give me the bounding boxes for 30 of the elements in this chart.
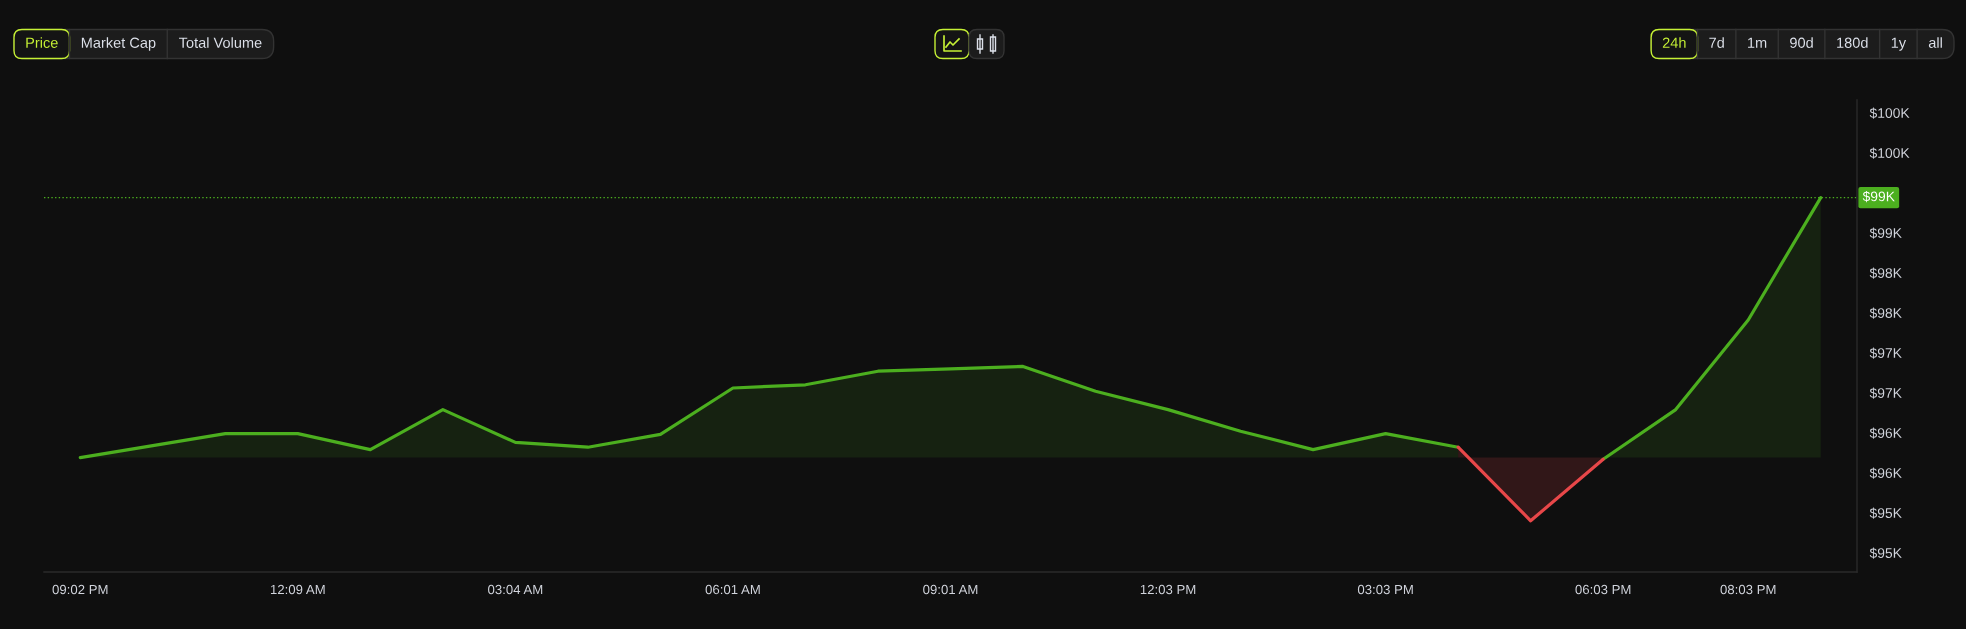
text: 7d [1709,37,1724,48]
x-tick-label: 03:03 PM [1357,584,1413,595]
text: 90d [1790,37,1813,48]
x-tick-label: 06:01 AM [705,584,760,595]
y-tick-label: $100K [1869,107,1910,119]
y-tick-label: $97K [1869,347,1902,359]
y-tick-label: $98K [1869,307,1902,319]
y-tick-label: $99K [1869,227,1902,239]
text: Price [26,37,58,48]
y-tick-label: $96K [1869,427,1902,439]
x-tick-label: 09:01 AM [923,584,978,595]
text: 1y [1891,37,1907,51]
text: 24h [1662,37,1686,48]
y-tick-label: $98K [1869,267,1902,279]
text: 1m [1748,37,1767,48]
y-tick-label: $100K [1869,147,1910,159]
text: all [1928,37,1942,48]
text: Market Cap [81,37,156,51]
x-tick-label: 12:09 AM [270,584,325,595]
y-tick-label: $95K [1869,547,1902,559]
x-tick-label: 06:03 PM [1575,584,1631,595]
text: Total Volume [179,37,262,48]
x-tick-label: 08:03 PM [1720,584,1776,595]
x-tick-label: 09:02 PM [52,584,108,595]
x-tick-label: 03:04 AM [488,584,543,595]
x-tick-label: 12:03 PM [1140,584,1196,595]
text: 180d [1837,37,1868,48]
y-tick-label: $96K [1869,467,1902,479]
y-tick-label: $95K [1869,507,1902,519]
y-tick-label: $97K [1869,387,1902,399]
